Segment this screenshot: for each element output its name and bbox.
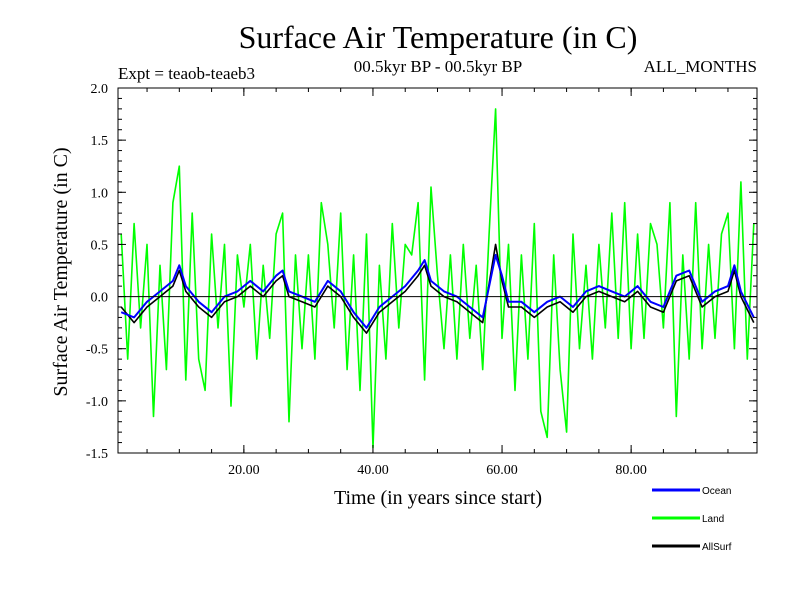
y-tick-label: 0.0: [91, 291, 109, 306]
y-tick-label: 1.5: [91, 134, 109, 149]
y-tick-label: -0.5: [86, 343, 108, 358]
x-axis: 20.00 40.00 60.00 80.00: [146, 88, 729, 478]
experiment-label: Expt = teaob-teaeb3: [118, 64, 255, 83]
y-axis-label: Surface Air Temperature (in C): [50, 147, 72, 396]
y-tick-label: 0.5: [91, 238, 109, 253]
legend-label-ocean: Ocean: [702, 486, 731, 497]
series-line-land: [120, 108, 755, 449]
x-tick-label: 20.00: [228, 463, 260, 478]
x-tick-label: 80.00: [615, 463, 647, 478]
legend: Ocean Land AllSurf: [652, 486, 732, 553]
y-tick-label: -1.0: [86, 395, 108, 410]
y-tick-label: 1.0: [91, 186, 109, 201]
plot-area: [120, 108, 755, 449]
y-axis: -1.5 -1.0 -0.5 0.0 0.5 1.0 1.5 2.0: [86, 82, 757, 462]
series-line-allsurf: [120, 243, 755, 334]
legend-label-land: Land: [702, 514, 724, 525]
y-tick-label: 2.0: [91, 82, 109, 97]
period-label: 00.5kyr BP - 00.5kyr BP: [354, 57, 522, 76]
legend-label-allsurf: AllSurf: [702, 542, 732, 553]
y-tick-label: -1.5: [86, 447, 108, 462]
x-tick-label: 60.00: [486, 463, 518, 478]
chart-title: Surface Air Temperature (in C): [239, 19, 638, 55]
x-tick-label: 40.00: [357, 463, 389, 478]
x-axis-label: Time (in years since start): [334, 487, 542, 509]
months-label: ALL_MONTHS: [644, 57, 757, 76]
